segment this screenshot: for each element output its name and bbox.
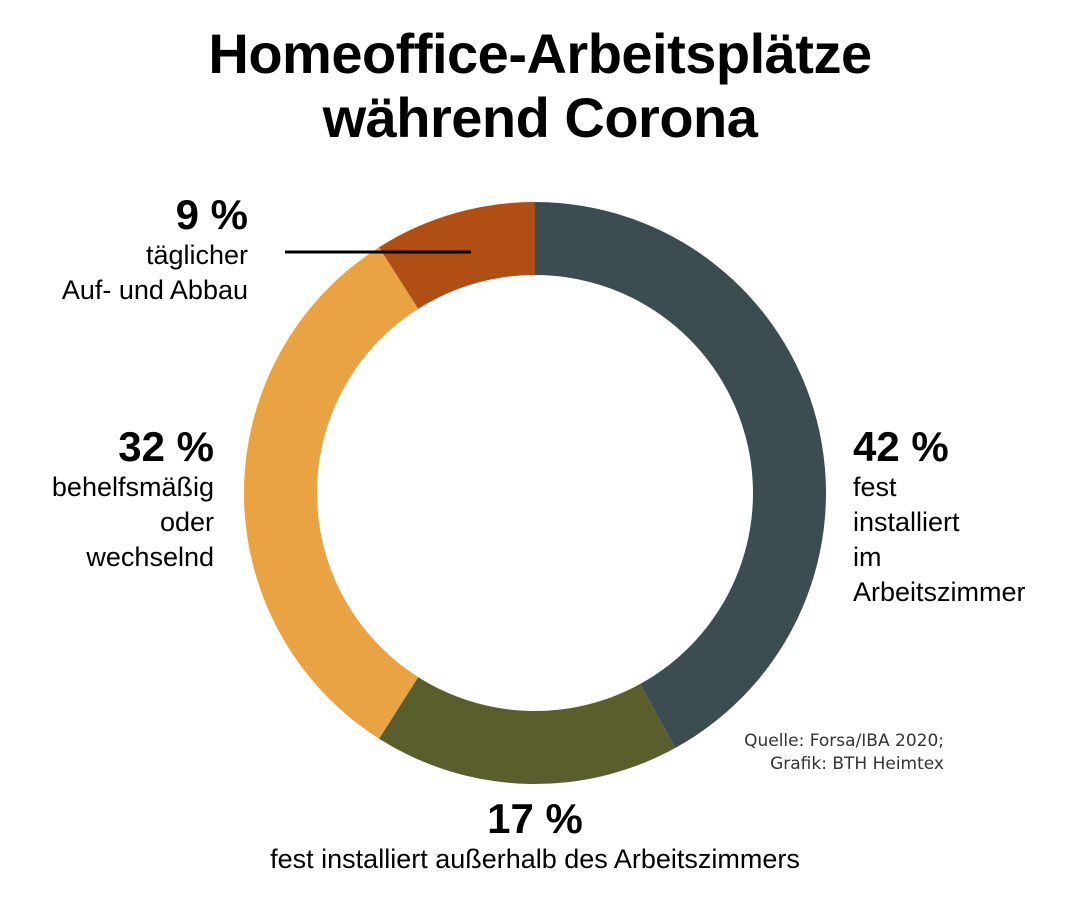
chart-title: Homeoffice-Arbeitsplätze während Corona	[0, 22, 1080, 150]
slice-percent: 42 %	[853, 423, 949, 470]
slice-desc: fest	[853, 472, 897, 502]
donut-slice-0	[535, 202, 827, 749]
slice-desc: Arbeitszimmer	[853, 577, 1026, 607]
donut-slice-1	[379, 677, 676, 784]
slice-desc: Auf- und Abbau	[61, 275, 248, 305]
label-slice-3: 9 % täglicher Auf- und Abbau	[62, 192, 248, 308]
title-line: während Corona	[322, 86, 758, 149]
slice-desc: täglicher	[145, 240, 248, 270]
donut-slice-2	[243, 247, 419, 739]
label-slice-0: 42 % fest installiert im Arbeitszimmer	[853, 424, 1026, 610]
title-line: Homeoffice-Arbeitsplätze	[208, 22, 872, 85]
slice-percent: 32 %	[118, 423, 214, 470]
label-slice-2: 32 % behelfsmäßig oder wechselnd	[52, 424, 214, 575]
slice-desc: fest installiert außerhalb des Arbeitszi…	[270, 844, 800, 874]
slice-desc: wechselnd	[86, 542, 214, 572]
source-line: Grafik: BTH Heimtex	[770, 754, 944, 774]
source-note: Quelle: Forsa/IBA 2020; Grafik: BTH Heim…	[744, 730, 944, 776]
slice-desc: im	[853, 542, 882, 572]
donut-slice-3	[379, 202, 535, 309]
slice-desc: behelfsmäßig	[51, 472, 214, 502]
slice-desc: oder	[159, 507, 214, 537]
slice-percent: 17 %	[487, 795, 583, 842]
source-line: Quelle: Forsa/IBA 2020;	[744, 731, 944, 751]
label-slice-1: 17 % fest installiert außerhalb des Arbe…	[0, 796, 1070, 877]
slice-percent: 9 %	[175, 191, 248, 238]
slice-desc: installiert	[853, 507, 960, 537]
